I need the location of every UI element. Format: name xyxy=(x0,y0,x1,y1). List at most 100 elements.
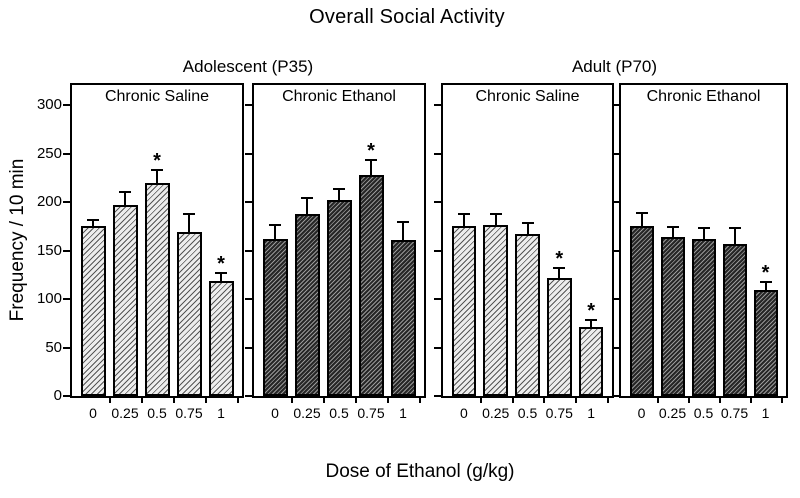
x-tick xyxy=(511,398,514,403)
y-tick-label: 50 xyxy=(45,338,62,356)
y-tick xyxy=(612,152,619,155)
panel: Chronic Ethanol * xyxy=(252,83,426,398)
error-bar-cap xyxy=(635,212,648,214)
y-tick xyxy=(245,104,252,106)
error-bar xyxy=(640,213,643,228)
error-bar-cap xyxy=(521,222,534,224)
y-tick-label: 250 xyxy=(36,144,62,162)
bar xyxy=(294,214,320,396)
error-bar xyxy=(526,223,529,236)
x-tick xyxy=(387,398,389,403)
error-bar xyxy=(306,198,308,216)
error-bar xyxy=(402,222,404,242)
x-tick xyxy=(173,398,175,403)
x-tick-label: 1 xyxy=(761,405,770,421)
error-bar-cap xyxy=(87,219,99,221)
bar xyxy=(390,240,416,396)
error-bar xyxy=(494,214,497,227)
bar xyxy=(483,225,509,396)
x-tick xyxy=(323,398,325,403)
x-tick xyxy=(781,398,783,403)
error-bar-cap xyxy=(365,159,377,161)
x-tick-label: 0.5 xyxy=(329,405,349,421)
y-tick-label: 300 xyxy=(36,96,62,113)
error-bar xyxy=(733,228,736,246)
x-tick xyxy=(719,398,721,403)
y-tick xyxy=(245,395,252,397)
y-tick xyxy=(63,298,70,300)
x-tick-label: 0.75 xyxy=(545,405,573,421)
x-tick-label: 0.25 xyxy=(658,405,687,421)
error-bar-cap xyxy=(119,191,131,193)
error-bar-cap xyxy=(666,226,679,228)
bar xyxy=(262,239,288,396)
y-tick xyxy=(63,152,70,155)
y-tick xyxy=(612,395,619,397)
x-tick xyxy=(479,398,482,403)
x-tick xyxy=(419,398,421,403)
error-bar-cap xyxy=(489,213,502,215)
error-bar xyxy=(558,268,561,280)
x-tick xyxy=(291,398,293,403)
y-tick xyxy=(63,395,70,397)
y-tick xyxy=(434,298,441,300)
x-tick-label: 0.5 xyxy=(517,405,538,421)
y-tick-label: 200 xyxy=(36,193,62,210)
y-tick xyxy=(434,249,441,252)
group-label: Adolescent (P35) xyxy=(182,57,314,76)
y-tick-label: 0 xyxy=(53,387,62,404)
error-bar-cap xyxy=(457,213,470,215)
error-bar xyxy=(92,220,94,228)
x-tick xyxy=(109,398,111,403)
y-tick xyxy=(245,346,252,349)
y-tick xyxy=(245,201,252,203)
bar xyxy=(112,205,138,396)
x-tick xyxy=(657,398,659,403)
error-bar-cap xyxy=(333,188,345,190)
y-tick-label: 100 xyxy=(36,290,62,307)
x-tick xyxy=(607,398,609,403)
error-bar-cap xyxy=(151,169,163,171)
bar xyxy=(208,281,234,396)
error-bar-cap xyxy=(269,224,281,226)
y-tick xyxy=(434,395,441,397)
x-tick-label: 0 xyxy=(89,405,97,421)
bar xyxy=(660,237,685,396)
error-bar-cap xyxy=(759,281,772,283)
bar xyxy=(451,226,477,396)
error-bar xyxy=(462,214,465,228)
y-tick xyxy=(434,104,441,106)
bar xyxy=(546,278,572,396)
panel-header: Chronic Saline xyxy=(104,88,210,105)
x-tick-label: 0.75 xyxy=(175,405,203,421)
panel: Chronic Ethanol * xyxy=(619,83,788,398)
error-bar xyxy=(764,282,767,292)
x-tick xyxy=(750,398,752,403)
x-tick xyxy=(543,398,546,403)
x-tick xyxy=(355,398,357,403)
error-bar xyxy=(370,160,372,177)
y-tick xyxy=(434,201,441,203)
bar xyxy=(578,327,604,396)
bar xyxy=(629,226,654,396)
x-tick-label: 1 xyxy=(217,405,225,421)
bar xyxy=(691,239,716,396)
y-tick xyxy=(245,298,252,300)
y-tick xyxy=(245,152,252,155)
error-bar-cap xyxy=(183,213,195,215)
significance-marker: * xyxy=(587,300,595,322)
error-bar xyxy=(188,214,190,234)
y-tick xyxy=(245,249,252,252)
significance-marker: * xyxy=(217,253,225,275)
x-tick-label: 1 xyxy=(399,405,407,421)
significance-marker: * xyxy=(761,262,770,284)
x-tick-label: 0.5 xyxy=(693,405,714,421)
x-tick-label: 0 xyxy=(637,405,646,421)
error-bar-cap xyxy=(697,227,710,229)
x-tick xyxy=(141,398,143,403)
error-bar xyxy=(274,225,276,241)
x-tick-label: 0 xyxy=(459,405,468,421)
x-tick xyxy=(205,398,207,403)
panel-header: Chronic Saline xyxy=(475,88,580,105)
